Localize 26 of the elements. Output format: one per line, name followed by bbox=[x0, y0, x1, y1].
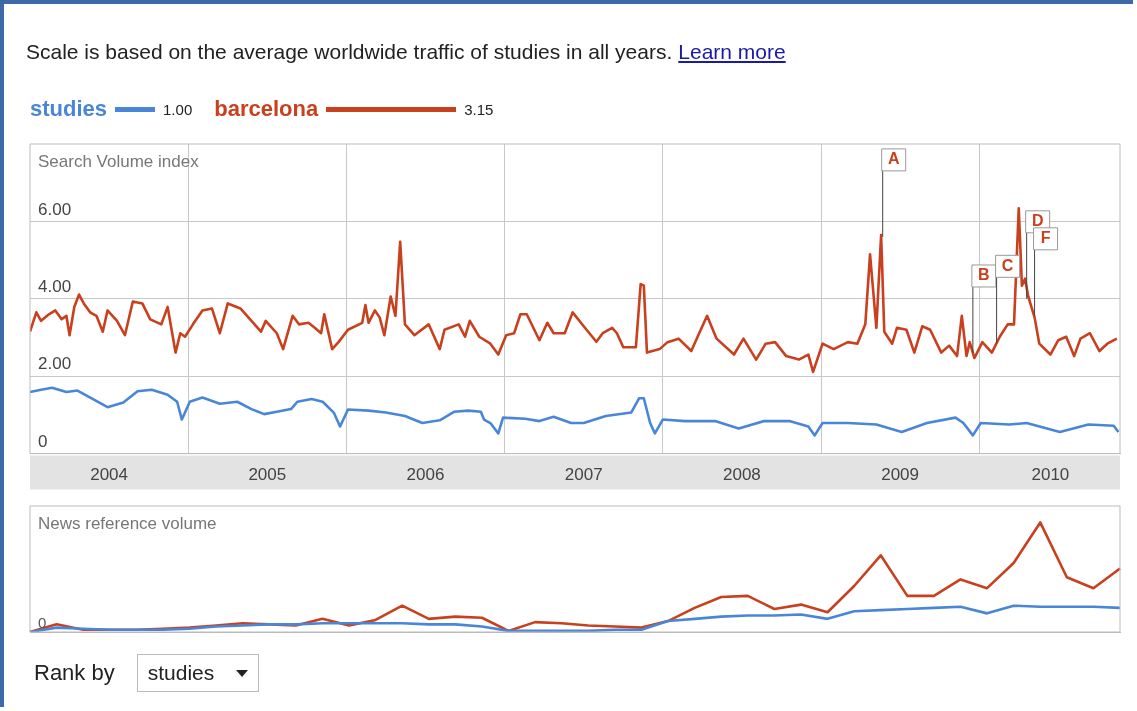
text: 1.00 bbox=[163, 100, 193, 118]
y-axis-title: Search Volume index bbox=[38, 152, 200, 172]
text: studies bbox=[147, 661, 215, 685]
y-tick-label: 4.00 bbox=[38, 276, 72, 296]
y-tick-label: 6.00 bbox=[38, 199, 72, 219]
chart-title: Scale is based on the average worldwide traffic of studies in all years. bbox=[26, 40, 673, 63]
y-axis-title: News reference volume bbox=[38, 514, 217, 534]
x-tick-label: 2009 bbox=[881, 465, 920, 485]
text: Rank by bbox=[34, 660, 115, 686]
x-tick-label: 2005 bbox=[248, 465, 287, 485]
x-tick-label: 2010 bbox=[1031, 465, 1070, 485]
annotation: C bbox=[1001, 256, 1014, 274]
annotation: F bbox=[1040, 229, 1051, 247]
x-tick-label: 2006 bbox=[406, 465, 445, 485]
y-tick-label: 0 bbox=[38, 431, 48, 451]
text: Learn more bbox=[678, 40, 786, 63]
x-tick-label: 2008 bbox=[722, 465, 761, 485]
annotation: A bbox=[887, 150, 900, 168]
annotation: D bbox=[1031, 212, 1044, 230]
x-tick-label: 2004 bbox=[90, 465, 129, 485]
annotation: B bbox=[978, 266, 990, 284]
y-tick-label: 2.00 bbox=[38, 354, 72, 374]
text: barcelona bbox=[214, 96, 319, 122]
text: 3.15 bbox=[464, 100, 494, 118]
legend-label: studies bbox=[30, 96, 108, 122]
x-tick-label: 2007 bbox=[564, 465, 603, 485]
